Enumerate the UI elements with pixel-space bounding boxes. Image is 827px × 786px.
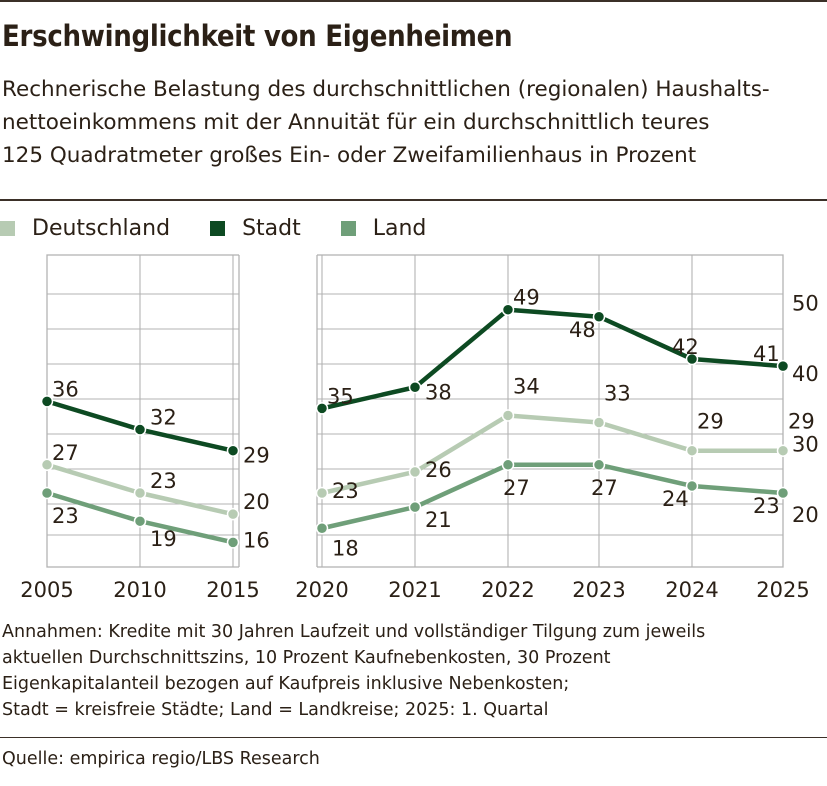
footer-rule xyxy=(0,737,827,738)
data-point-land xyxy=(133,514,147,528)
data-label-deutschland: 27 xyxy=(52,441,79,465)
source-note: Quelle: empirica regio/LBS Research xyxy=(2,749,320,769)
chart-title: Erschwinglichkeit von Eigenheimen xyxy=(2,19,513,53)
x-tick-label: 2020 xyxy=(295,578,348,602)
x-tick-label: 2015 xyxy=(206,578,259,602)
x-tick-label: 2023 xyxy=(572,578,625,602)
data-point-stadt xyxy=(592,310,606,323)
data-point-deutschland xyxy=(40,458,54,472)
data-label-deutschland: 29 xyxy=(788,410,815,434)
data-label-land: 19 xyxy=(150,527,177,551)
x-tick-label: 2024 xyxy=(665,578,718,602)
data-label-deutschland: 29 xyxy=(697,410,724,434)
x-tick-label: 2022 xyxy=(481,578,534,602)
data-label-stadt: 38 xyxy=(425,380,452,404)
data-label-stadt: 41 xyxy=(753,342,780,366)
notes-line: Stadt = kreisfreie Städte; Land = Landkr… xyxy=(2,700,549,720)
notes-line: aktuellen Durchschnittszins, 10 Prozent … xyxy=(2,648,611,668)
data-point-land xyxy=(226,536,240,549)
data-label-stadt: 49 xyxy=(513,286,540,310)
data-label-stadt: 36 xyxy=(52,377,79,401)
y-tick-label: 40 xyxy=(792,362,819,386)
data-point-land xyxy=(408,500,422,514)
legend-label-deutschland: Deutschland xyxy=(32,215,171,241)
data-label-land: 18 xyxy=(332,536,359,560)
data-point-land xyxy=(776,486,790,500)
y-tick-label: 20 xyxy=(792,503,819,527)
subtitle-line: nettoeinkommens mit der Annuität für ein… xyxy=(2,110,710,135)
data-label-deutschland: 26 xyxy=(425,458,452,482)
series-line-stadt xyxy=(319,307,786,411)
data-point-stadt xyxy=(685,352,699,366)
axis-break-gap xyxy=(239,253,317,569)
subtitle-line: Rechnerische Belastung des durchschnittl… xyxy=(2,77,770,102)
data-point-land xyxy=(40,486,54,500)
data-label-stadt: 48 xyxy=(569,318,596,342)
data-point-stadt xyxy=(501,303,515,316)
data-label-deutschland: 33 xyxy=(604,382,631,406)
header-rule xyxy=(0,199,827,201)
legend-item-stadt: Stadt xyxy=(210,216,301,241)
data-point-land xyxy=(315,522,329,535)
data-label-deutschland: 34 xyxy=(513,374,540,398)
data-label-stadt: 29 xyxy=(243,444,270,468)
subtitle-line: 125 Quadratmeter großes Ein- oder Zweifa… xyxy=(2,143,697,168)
legend: Deutschland Stadt Land xyxy=(0,211,466,245)
data-point-stadt xyxy=(40,395,54,408)
data-point-deutschland xyxy=(315,486,329,500)
legend-swatch-land xyxy=(340,220,356,236)
data-label-land: 27 xyxy=(503,476,530,500)
data-point-stadt xyxy=(226,444,240,457)
y-tick-label: 30 xyxy=(792,433,819,457)
data-label-land: 23 xyxy=(753,494,780,518)
data-label-land: 16 xyxy=(243,528,270,552)
data-label-deutschland: 23 xyxy=(332,479,359,503)
data-point-land xyxy=(685,479,699,493)
data-point-stadt xyxy=(408,381,422,394)
data-label-land: 21 xyxy=(425,508,452,532)
data-point-land xyxy=(592,458,606,472)
data-label-land: 24 xyxy=(662,487,689,511)
top-rule xyxy=(0,0,827,2)
x-tick-label: 2005 xyxy=(20,578,73,602)
data-point-stadt xyxy=(776,359,790,373)
data-label-land: 27 xyxy=(591,476,618,500)
data-label-deutschland: 23 xyxy=(150,469,177,493)
legend-item-deutschland: Deutschland xyxy=(0,216,170,241)
data-point-deutschland xyxy=(408,465,422,479)
x-tick-label: 2025 xyxy=(756,578,809,602)
notes-line: Eigenkapitalanteil bezogen auf Kaufpreis… xyxy=(2,674,570,694)
x-tick-label: 2010 xyxy=(113,578,166,602)
data-point-deutschland xyxy=(776,444,790,457)
legend-label-land: Land xyxy=(372,215,427,241)
data-label-deutschland: 20 xyxy=(243,490,270,514)
data-point-deutschland xyxy=(592,416,606,429)
legend-item-land: Land xyxy=(340,215,427,241)
data-point-deutschland xyxy=(133,486,147,500)
x-tick-label: 2021 xyxy=(388,578,441,602)
data-label-stadt: 32 xyxy=(150,406,177,430)
data-point-deutschland xyxy=(685,444,699,457)
legend-swatch-deutschland xyxy=(0,220,15,236)
notes-line: Annahmen: Kredite mit 30 Jahren Laufzeit… xyxy=(2,622,706,642)
data-label-stadt: 35 xyxy=(327,384,354,408)
data-point-deutschland xyxy=(226,507,240,521)
chart-subtitle: Rechnerische Belastung des durchschnittl… xyxy=(2,73,827,172)
data-point-land xyxy=(501,458,515,472)
chart-notes: Annahmen: Kredite mit 30 Jahren Laufzeit… xyxy=(2,619,827,723)
data-label-stadt: 42 xyxy=(672,335,699,359)
y-tick-label: 50 xyxy=(792,292,819,316)
data-label-land: 23 xyxy=(52,504,79,528)
series-line-land xyxy=(319,462,786,531)
data-point-stadt xyxy=(133,423,147,436)
series-line-deutschland xyxy=(319,413,786,496)
data-point-deutschland xyxy=(501,409,515,422)
legend-swatch-stadt xyxy=(210,220,226,236)
data-point-stadt xyxy=(315,402,329,415)
legend-label-stadt: Stadt xyxy=(242,215,301,241)
